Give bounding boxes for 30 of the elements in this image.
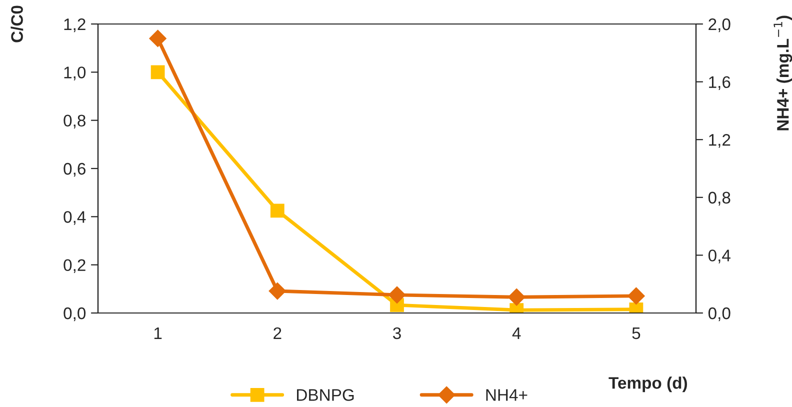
y-tick-label: 0,8 — [64, 114, 86, 129]
point — [388, 286, 406, 304]
y-tick-label: 1,2 — [64, 18, 86, 32]
y2-tick-label: 2,0 — [708, 18, 730, 32]
y-tick-label: 0,0 — [64, 307, 86, 322]
point — [508, 288, 526, 306]
point — [270, 204, 284, 218]
y-tick-label: 0,6 — [64, 162, 86, 177]
x-tick-label: 2 — [274, 327, 282, 339]
x-tick-label: 5 — [632, 328, 640, 340]
y2-tick-label: 0,8 — [708, 192, 730, 206]
x-tick-label: 1 — [154, 328, 162, 339]
x-tick-label: 3 — [393, 327, 401, 340]
y-tick-label: 0,4 — [64, 211, 86, 225]
point — [268, 282, 286, 300]
y2-axis-title: NH4+ (mg.L$^{−1}$) — [774, 16, 792, 130]
y-tick-label: 0,2 — [64, 259, 86, 274]
y2-tick-label: 0,4 — [708, 250, 730, 264]
legend-label: NH4+ — [486, 389, 528, 401]
point — [150, 65, 165, 80]
x-axis-title: Tempo (d) — [608, 376, 687, 392]
x-tick-label: 4 — [512, 328, 521, 339]
legend-label: DBNPG — [297, 389, 354, 401]
y-tick-label: 1,0 — [64, 66, 86, 80]
y2-tick-label: 0,0 — [708, 307, 730, 322]
y-axis-title: C/C0 — [10, 6, 24, 42]
y2-tick-label: 1,6 — [709, 76, 730, 90]
point — [628, 287, 645, 304]
point — [149, 30, 166, 47]
y2-tick-label: 1,2 — [709, 134, 730, 148]
